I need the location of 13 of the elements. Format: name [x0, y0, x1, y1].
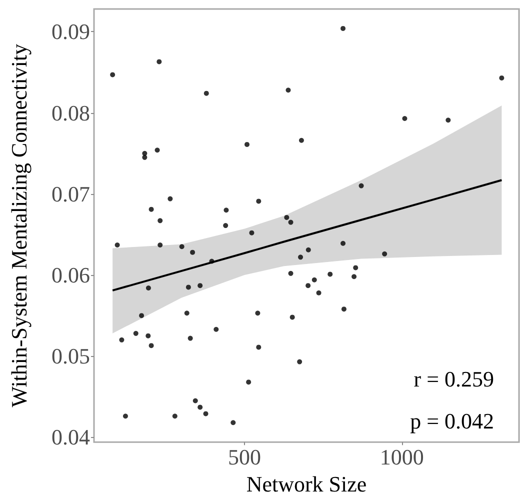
y-tick-label: 0.09	[52, 19, 90, 44]
y-tick-label: 0.08	[52, 100, 90, 126]
y-tick-label: 0.06	[52, 262, 90, 288]
x-tick-label: 1000	[380, 444, 424, 470]
y-tick-label: 0.07	[52, 181, 90, 206]
x-tick-label: 500	[228, 444, 261, 470]
annotation: p = 0.042	[410, 408, 494, 434]
y-axis-title: Within-System Mentalizing Connectivity	[6, 44, 32, 408]
annotation: r = 0.259	[414, 366, 494, 392]
y-tick-label: 0.05	[52, 344, 90, 369]
y-tick-label: 0.04	[52, 424, 90, 450]
line-series	[112, 179, 503, 292]
x-axis-title: Network Size	[246, 472, 367, 496]
